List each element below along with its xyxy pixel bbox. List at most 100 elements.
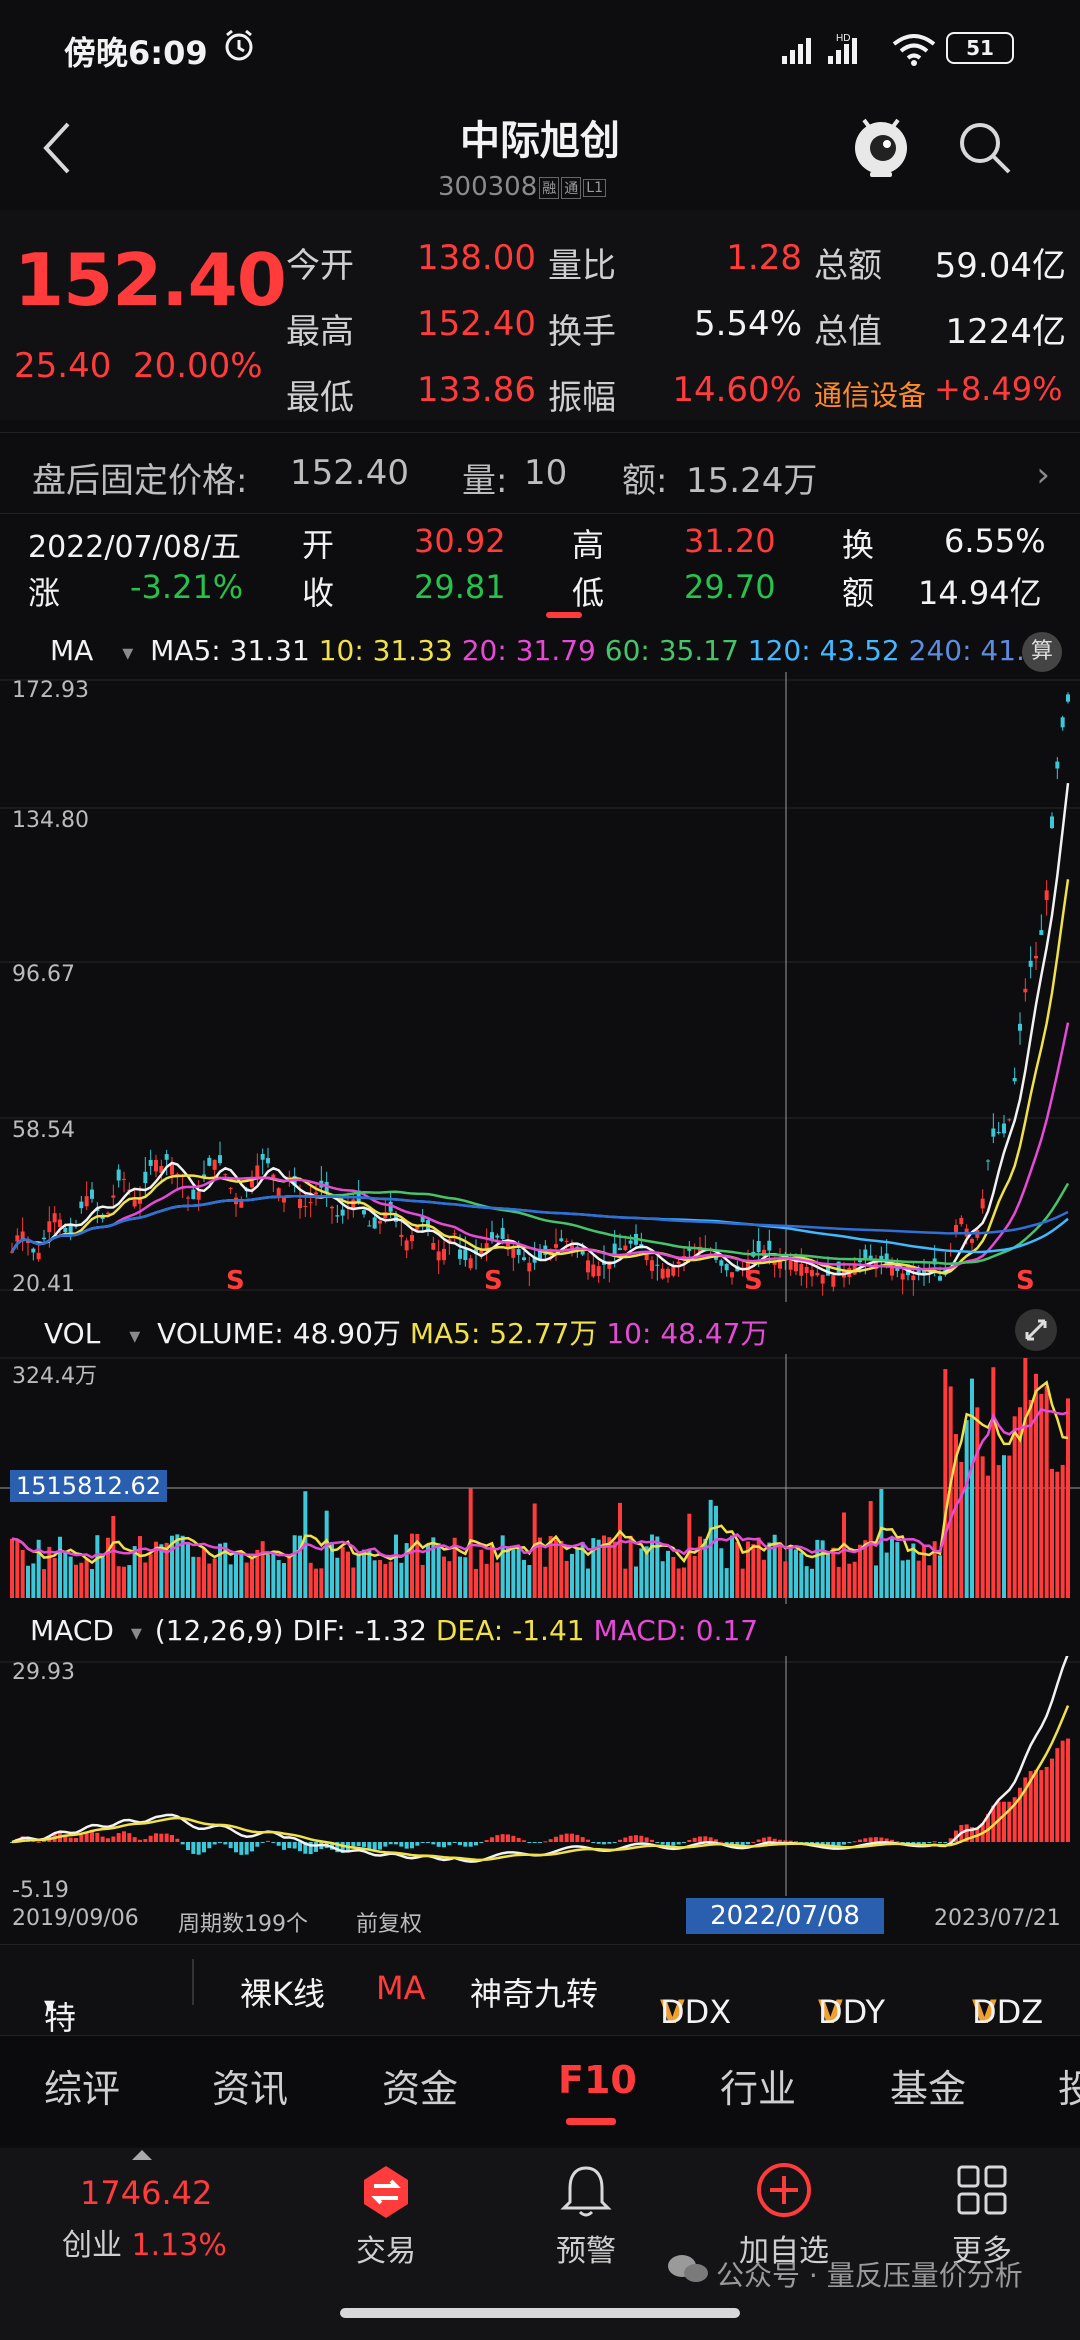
candle-body: [586, 1260, 590, 1273]
macd-indicator-name: MACD: [30, 1614, 114, 1647]
volume-bar: [986, 1475, 990, 1598]
tab-overview[interactable]: 综评: [44, 2067, 121, 2111]
volume-bar: [527, 1565, 532, 1598]
volume-bar: [655, 1536, 660, 1598]
tab-more-cut[interactable]: 投: [1058, 2067, 1080, 2111]
toolbar-ma[interactable]: MA: [376, 1969, 426, 2007]
tab-fund[interactable]: 基金: [890, 2067, 967, 2111]
candle-body: [580, 1250, 585, 1255]
connect-tag: 通: [561, 176, 582, 199]
volume-bar: [959, 1461, 964, 1598]
macd-bar: [372, 1842, 377, 1851]
expand-up-icon[interactable]: [132, 2150, 152, 2160]
nav-alert[interactable]: 预警: [556, 2234, 616, 2269]
tab-news[interactable]: 资讯: [212, 2067, 289, 2111]
volume-bar: [244, 1562, 249, 1598]
volume-bar: [639, 1548, 644, 1598]
nav-trade[interactable]: 交易: [356, 2234, 416, 2269]
candle-body: [559, 1238, 564, 1242]
after-hours-label: 盘后固定价格:: [32, 461, 248, 501]
trade-icon[interactable]: [360, 2164, 412, 2220]
macd-bar: [783, 1840, 788, 1842]
expand-icon[interactable]: [1014, 1308, 1058, 1352]
toolbar-nine-turn[interactable]: 神奇九转: [470, 1975, 599, 2013]
candle-body: [335, 1215, 340, 1217]
after-hours-amt-label: 额:: [622, 461, 668, 501]
tab-funds[interactable]: 资金: [382, 2067, 459, 2111]
macd-bar: [431, 1842, 436, 1845]
ma-dropdown-icon: ▾: [122, 641, 134, 666]
macd-legend[interactable]: MACD ▾ (12,26,9) DIF: -1.32 DEA: -1.41 M…: [30, 1614, 758, 1647]
macd-bar: [175, 1838, 180, 1842]
home-indicator[interactable]: [340, 2308, 740, 2318]
candle-body: [148, 1159, 153, 1166]
volume-bar: [138, 1536, 142, 1598]
ma-indicator-name: MA: [50, 634, 94, 667]
candle-body: [522, 1257, 526, 1260]
volume-bar: [772, 1534, 777, 1598]
macd-bar: [362, 1842, 366, 1847]
macd-bar: [1044, 1766, 1049, 1842]
candle-body: [676, 1261, 681, 1264]
candle-body: [250, 1177, 254, 1188]
price-axis-2: 134.80: [12, 808, 89, 833]
nav-watchlist[interactable]: 加自选: [739, 2234, 829, 2269]
macd-bar: [260, 1842, 265, 1843]
volume-bar: [458, 1556, 462, 1598]
calc-button[interactable]: 算: [1022, 632, 1062, 672]
macd-bar: [735, 1842, 740, 1847]
svg-text:HD: HD: [836, 33, 850, 44]
sector-change: +8.49%: [934, 370, 1063, 408]
volume-bar: [186, 1542, 190, 1598]
search-icon[interactable]: [955, 118, 1013, 176]
macd-chart[interactable]: [0, 1656, 1080, 1896]
volume-bar: [324, 1510, 329, 1598]
macd-bar: [42, 1840, 46, 1842]
volume-bar: [196, 1556, 201, 1598]
volume-bar: [676, 1568, 681, 1598]
candle-body: [212, 1159, 217, 1170]
macd-bar: [191, 1842, 196, 1854]
grid-more-icon[interactable]: [956, 2164, 1008, 2216]
ma-legend[interactable]: MA ▾ MA5: 31.31 10: 31.33 20: 31.79 60: …: [50, 634, 1043, 667]
macd-bar: [207, 1842, 212, 1849]
after-hours-row[interactable]: 盘后固定价格: 152.40 量: 10 额: 15.24万 ›: [0, 432, 1080, 514]
macd-bar: [1023, 1777, 1028, 1842]
vol-legend[interactable]: VOL ▾ VOLUME: 48.90万 MA5: 52.77万 10: 48.…: [44, 1312, 768, 1352]
candle-body: [1002, 1123, 1006, 1134]
tab-industry[interactable]: 行业: [720, 2067, 797, 2111]
volume-bar: [751, 1544, 756, 1598]
index-info[interactable]: 创业 1.13%: [62, 2220, 227, 2264]
nav-more[interactable]: 更多: [952, 2234, 1012, 2269]
bell-icon[interactable]: [560, 2164, 612, 2220]
volume-bar: [191, 1556, 196, 1598]
candle-body: [820, 1274, 825, 1284]
tab-f10[interactable]: F10: [558, 2058, 637, 2102]
volume-chart[interactable]: [0, 1354, 1080, 1604]
macd-bar: [79, 1834, 84, 1842]
sector-link[interactable]: 通信设备: [814, 379, 927, 412]
volume-ma-line: [11, 1380, 1069, 1565]
macd-bar: [612, 1842, 617, 1843]
candle-body: [239, 1199, 244, 1208]
toolbar-bare-kline[interactable]: 裸K线: [240, 1975, 325, 2013]
assistant-robot-icon[interactable]: [850, 112, 912, 178]
macd-bar: [762, 1837, 766, 1842]
index-value[interactable]: 1746.42: [80, 2174, 213, 2212]
macd-bar: [276, 1842, 281, 1846]
macd-bar: [159, 1833, 164, 1842]
adjust-mode[interactable]: 前复权: [356, 1912, 423, 1937]
volume-bar: [170, 1535, 174, 1598]
candle-body: [532, 1256, 537, 1263]
macd-axis-top: 29.93: [12, 1660, 75, 1685]
macd-bar: [351, 1842, 356, 1848]
add-watchlist-icon[interactable]: [756, 2162, 812, 2218]
back-arrow-icon[interactable]: [38, 118, 78, 178]
macd-bar: [250, 1842, 254, 1852]
macd-bar: [511, 1835, 516, 1842]
macd-bar: [63, 1834, 68, 1842]
candle-body: [436, 1251, 441, 1261]
volume-bar: [794, 1549, 798, 1598]
kline-chart[interactable]: [0, 672, 1080, 1302]
volume-bar: [90, 1569, 94, 1598]
